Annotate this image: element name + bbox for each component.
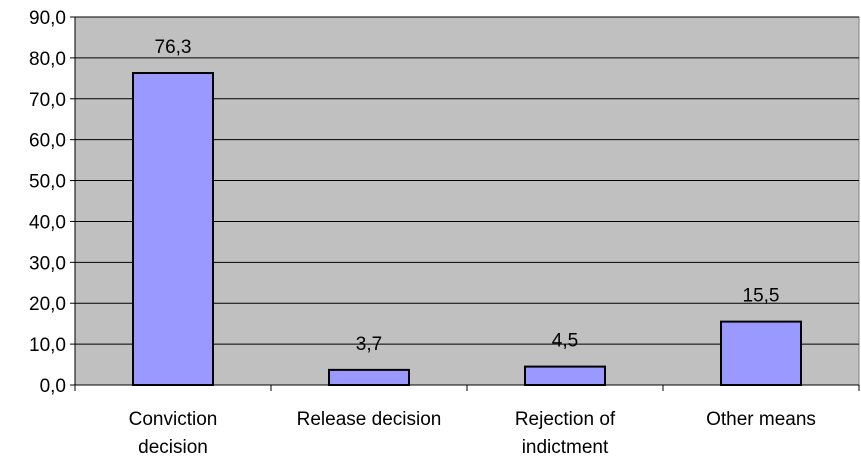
x-axis-categories: Conviction decision Release decision Reject… bbox=[74, 385, 860, 458]
y-tick-label: 50,0 bbox=[29, 172, 66, 193]
bar bbox=[328, 368, 410, 387]
data-label: 3,7 bbox=[356, 334, 382, 355]
y-tick-label: 20,0 bbox=[29, 294, 66, 315]
category-label: Conviction bbox=[129, 409, 218, 430]
bar bbox=[720, 320, 802, 386]
bar bbox=[132, 72, 214, 386]
category-label: Release decision bbox=[297, 409, 442, 430]
y-tick-label: 30,0 bbox=[29, 253, 66, 274]
y-tick-label: 40,0 bbox=[29, 212, 66, 233]
y-tick-label: 10,0 bbox=[29, 335, 66, 356]
y-tick-label: 60,0 bbox=[29, 131, 66, 152]
y-tick-label: 70,0 bbox=[29, 90, 66, 111]
data-label: 15,5 bbox=[743, 286, 780, 307]
bar bbox=[524, 365, 606, 387]
category-label: indictment bbox=[522, 437, 609, 458]
y-tick-label: 90,0 bbox=[29, 8, 66, 29]
y-axis-ticks: 0,0 10,0 20,0 30,0 40,0 50,0 60,0 70,0 80,0 90,0 bbox=[29, 8, 75, 397]
y-tick-label: 80,0 bbox=[29, 49, 66, 70]
category-label: Rejection of bbox=[515, 409, 616, 430]
data-labels: 76,3 3,7 4,5 15,5 bbox=[155, 37, 780, 355]
category-label: Other means bbox=[706, 409, 816, 430]
y-tick-label: 0,0 bbox=[40, 376, 66, 397]
data-label: 76,3 bbox=[155, 37, 192, 58]
data-label: 4,5 bbox=[552, 331, 578, 352]
category-label: decision bbox=[138, 437, 208, 458]
